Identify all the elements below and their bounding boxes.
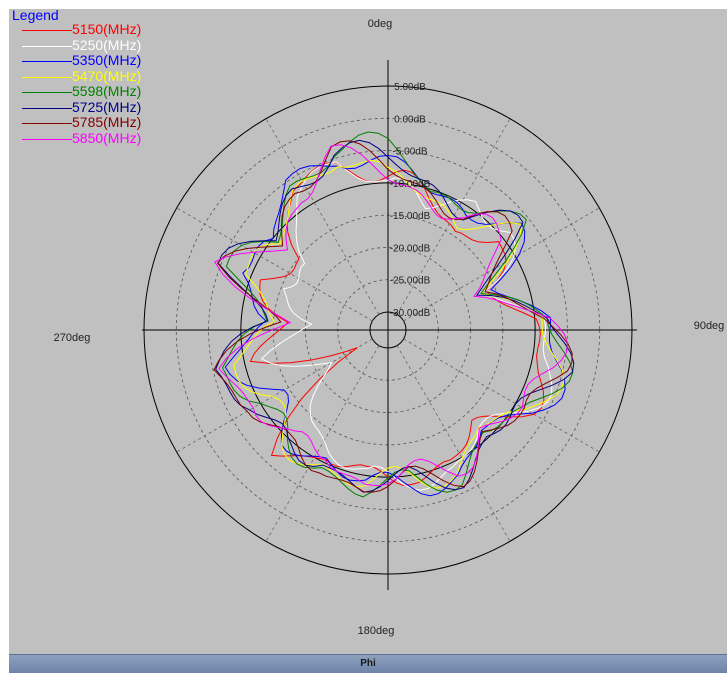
- axis-title-bar: Phi: [9, 654, 727, 673]
- angle-label: 90deg: [694, 320, 725, 332]
- legend-entry: 5725(MHz): [10, 98, 155, 116]
- angle-label: 180deg: [358, 625, 395, 637]
- polar-plot: 0deg 90deg 180deg 270deg 5.00dB 0.00dB -5.00dB…: [54, 18, 725, 637]
- grid-spoke: [396, 345, 511, 542]
- legend-entry: 5350(MHz): [10, 53, 155, 69]
- grid-spoke: [403, 207, 600, 322]
- radial-tick-label: -20.00dB: [390, 243, 431, 254]
- legend: Legend 5150(MHz) 5250(MHz) 5350(MHz) 5470(M…: [10, 8, 155, 146]
- series-line: [249, 161, 545, 487]
- legend-label: 5150(MHz): [72, 21, 142, 37]
- legend-swatch: [22, 61, 72, 62]
- legend-label: 5785(MHz): [72, 114, 142, 130]
- grid-spoke: [265, 118, 380, 315]
- legend-swatch: [22, 138, 72, 140]
- legend-entry: 5785(MHz): [10, 115, 155, 131]
- radial-tick-label: 5.00dB: [394, 82, 426, 93]
- angle-label: 270deg: [54, 332, 91, 344]
- radial-tick-label: -30.00dB: [390, 308, 431, 319]
- legend-entry: 5250(MHz): [10, 36, 155, 54]
- polar-grid: [142, 60, 637, 590]
- legend-title: Legend: [12, 7, 59, 23]
- plot-area: [9, 9, 727, 654]
- legend-swatch: [22, 76, 72, 78]
- radial-tick-label: -15.00dB: [390, 211, 431, 222]
- label-layer: 0deg 90deg 180deg 270deg 5.00dB 0.00dB -5.00dB…: [54, 18, 725, 637]
- legend-label: 5850(MHz): [72, 129, 142, 146]
- series-line: [215, 139, 575, 493]
- grid-spoke: [176, 207, 373, 322]
- legend-label: 5350(MHz): [72, 52, 142, 68]
- grid-spoke: [396, 118, 511, 315]
- series-line: [213, 144, 569, 487]
- legend-swatch: [22, 30, 72, 31]
- legend-label: 5725(MHz): [72, 98, 142, 115]
- grid-spoke: [265, 345, 380, 542]
- series-line: [224, 155, 566, 497]
- legend-swatch: [22, 123, 72, 124]
- radial-tick-label: 0.00dB: [394, 114, 426, 125]
- axis-title: Phi: [360, 658, 376, 669]
- legend-label: 5470(MHz): [72, 67, 142, 84]
- angle-label: 0deg: [368, 18, 392, 30]
- legend-entry: 5598(MHz): [10, 84, 155, 100]
- series-line: [260, 161, 553, 491]
- legend-entry: 5470(MHz): [10, 67, 155, 85]
- grid-spoke: [403, 338, 600, 453]
- legend-entries: 5150(MHz) 5250(MHz) 5350(MHz) 5470(MHz) 5598…: [10, 22, 155, 146]
- legend-label: 5250(MHz): [72, 36, 142, 53]
- legend-swatch: [22, 107, 72, 109]
- series-line: [221, 131, 574, 498]
- legend-entry: 5150(MHz): [10, 22, 155, 38]
- legend-swatch: [22, 92, 72, 93]
- series-line: [213, 140, 573, 493]
- legend-entry: 5850(MHz): [10, 129, 155, 147]
- legend-label: 5598(MHz): [72, 83, 142, 99]
- series-layer: [213, 131, 575, 498]
- legend-swatch: [22, 45, 72, 47]
- grid-spoke: [176, 338, 373, 453]
- radial-tick-label: -5.00dB: [392, 147, 427, 158]
- radial-tick-label: -10.00dB: [390, 179, 431, 190]
- radial-tick-label: -25.00dB: [390, 276, 431, 287]
